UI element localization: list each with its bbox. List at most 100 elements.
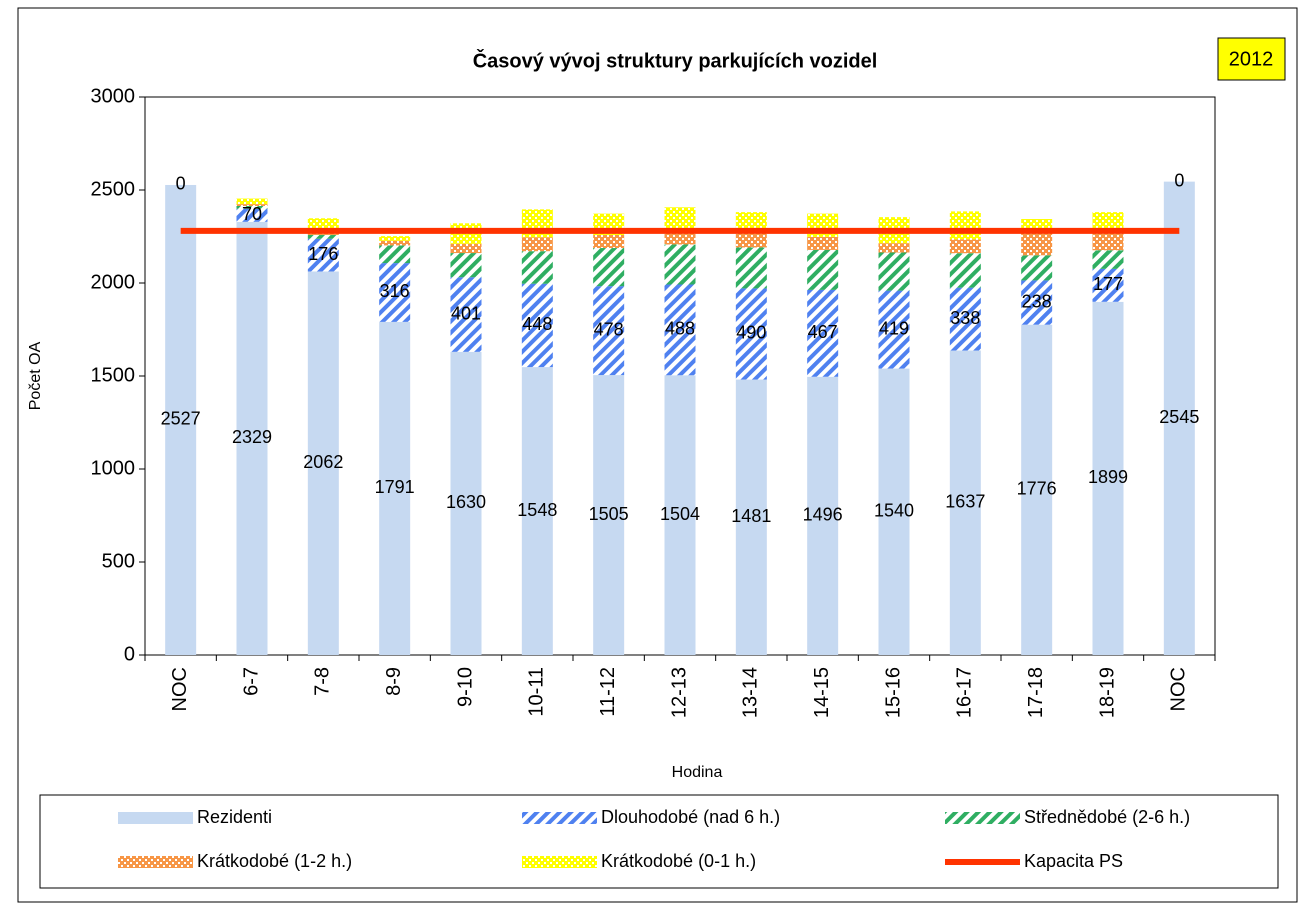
bar-segment [1092,232,1124,251]
bar-segment [1021,324,1053,655]
legend-label: Kapacita PS [1024,851,1123,871]
legend-label: Krátkodobé (1-2 h.) [197,851,352,871]
data-label: 1776 [1017,479,1057,499]
bar-segment [379,321,411,655]
bar-segment [307,238,339,272]
bar-segment [1021,280,1053,325]
bar-segment [1092,250,1124,269]
data-label: 0 [1174,170,1184,190]
bar-segment [807,289,839,377]
y-tick-label: 1000 [91,457,136,479]
data-label: 478 [594,319,624,339]
bar-segment [1092,268,1124,302]
x-tick-label: 8-9 [383,667,405,696]
bar-segment [1092,212,1124,233]
bar-segment [521,283,553,368]
chart-title: Časový vývoj struktury parkujících vozid… [473,48,878,72]
bar-segment [165,184,197,655]
bar-segment [307,218,339,230]
legend-label: Dlouhodobé (nad 6 h.) [601,807,780,827]
bar-segment [521,251,553,284]
x-tick-label: 14-15 [811,667,833,718]
bar-segment [735,288,767,380]
bar-segment [878,243,910,253]
bar-segment [878,368,910,655]
legend-swatch [522,856,597,868]
legend-swatch [945,812,1020,824]
x-tick-label: 12-13 [668,667,690,718]
y-tick-label: 500 [102,550,135,572]
legend-swatch [522,812,597,824]
bar-segment [1021,255,1053,281]
bar-segment [236,198,268,205]
y-axis-label: Počet OA [27,341,44,410]
x-tick-label: NOC [169,667,191,711]
y-tick-label: 2500 [91,178,136,200]
data-label: 401 [451,303,481,323]
data-label: 448 [522,314,552,334]
x-tick-label: 18-19 [1096,667,1118,718]
bar-segment [236,205,268,209]
legend-swatch [118,856,193,868]
data-label: 2329 [232,427,272,447]
y-tick-label: 3000 [91,85,136,107]
bar-segment [735,232,767,248]
bar-segment [807,236,839,250]
bar-segment [949,239,981,254]
data-label: 419 [879,318,909,338]
data-label: 1540 [874,501,914,521]
legend-label: Krátkodobé (0-1 h.) [601,851,756,871]
bar-segment [236,204,268,206]
data-label: 176 [308,244,338,264]
chart-border [17,7,1298,903]
bar-segment [379,263,411,322]
data-label: 70 [242,204,262,224]
data-label: 1496 [803,505,843,525]
data-label: 1630 [446,492,486,512]
legend-swatch [118,812,193,824]
bar-segment [450,277,482,352]
bar-segment [1092,301,1124,655]
bar-segment [664,244,696,285]
data-label: 490 [736,323,766,343]
bar-segment [307,271,339,655]
x-tick-label: NOC [1168,667,1190,711]
bar-segment [735,379,767,655]
x-tick-label: 9-10 [454,667,476,707]
x-tick-label: 13-14 [740,667,762,718]
bar-segment [664,232,696,245]
bar-segment [878,290,910,369]
bar-segment [949,253,981,288]
data-label: 488 [665,319,695,339]
badge-box [1217,37,1286,81]
bar-segment [379,240,411,246]
bar-segment [664,375,696,655]
bar-segment [735,212,767,233]
data-label: 1504 [660,504,700,524]
data-label: 338 [950,308,980,328]
data-label: 1637 [945,492,985,512]
bar-segment [593,235,625,249]
bar-segment [664,284,696,376]
bar-segment [878,252,910,291]
data-label: 238 [1022,291,1052,311]
x-tick-label: 7-8 [312,667,334,696]
bar-segment [379,245,411,264]
data-label: 2545 [1159,407,1199,427]
bar-segment [236,221,268,655]
bar-segment [593,375,625,655]
bar-segment [807,249,839,290]
data-label: 2527 [161,409,201,429]
data-label: 1548 [517,500,557,520]
bar-segment [949,211,981,240]
data-label: 316 [380,281,410,301]
bar-segment [1163,181,1195,655]
bar-segment [593,286,625,376]
data-label: 1481 [731,506,771,526]
data-label: 1505 [589,504,629,524]
bar-segment [236,208,268,222]
x-tick-label: 15-16 [882,667,904,718]
y-tick-label: 2000 [91,271,136,293]
bar-segment [521,367,553,655]
bar-segment [735,247,767,289]
